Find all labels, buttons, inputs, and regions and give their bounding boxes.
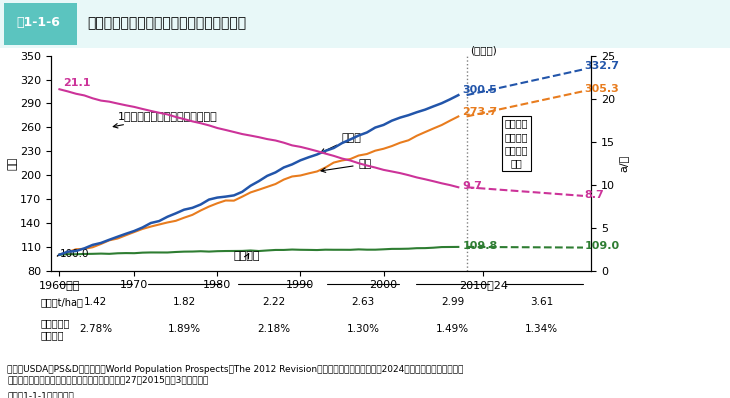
- Text: 天候が平
年並みに
推移した
場合: 天候が平 年並みに 推移した 場合: [504, 119, 529, 168]
- Text: 単収（t/ha）: 単収（t/ha）: [40, 297, 83, 307]
- Text: 穀物の収穫面積、生産量等の推移と見通し: 穀物の収穫面積、生産量等の推移と見通し: [88, 16, 247, 30]
- Text: 注：図1-1-1の注釈参照: 注：図1-1-1の注釈参照: [7, 391, 74, 398]
- Text: 305.3: 305.3: [585, 84, 619, 94]
- Text: 1.30%: 1.30%: [347, 324, 380, 334]
- Text: 1.49%: 1.49%: [436, 324, 469, 334]
- FancyBboxPatch shape: [4, 3, 77, 45]
- Text: 2.63: 2.63: [352, 297, 375, 307]
- Text: (予測値): (予測値): [470, 45, 496, 55]
- Text: 2.78%: 2.78%: [79, 324, 112, 334]
- Text: 3.61: 3.61: [530, 297, 553, 307]
- Text: 生産量: 生産量: [320, 133, 362, 153]
- Text: 100.0: 100.0: [59, 249, 89, 259]
- Text: 資料：USDA「PS&D」、国連「World Population Prospects：The 2012 Revision」、農林水産政策研究所「2024年にお: 資料：USDA「PS&D」、国連「World Population Prospe…: [7, 365, 464, 384]
- Y-axis label: 指数: 指数: [7, 156, 18, 170]
- Text: 9.7: 9.7: [463, 181, 483, 191]
- Text: 1人当たりの収穫面積（右目盛）: 1人当たりの収穫面積（右目盛）: [113, 111, 218, 128]
- Text: 21.1: 21.1: [64, 78, 91, 88]
- Text: 8.7: 8.7: [585, 189, 604, 199]
- Text: 109.8: 109.8: [463, 241, 498, 251]
- Text: 1.34%: 1.34%: [525, 324, 558, 334]
- Text: 1.82: 1.82: [173, 297, 196, 307]
- Text: 300.5: 300.5: [463, 85, 497, 95]
- FancyBboxPatch shape: [0, 0, 730, 48]
- Text: 単収: 単収: [321, 159, 372, 172]
- Text: 273.7: 273.7: [463, 107, 498, 117]
- Text: 図1-1-6: 図1-1-6: [17, 16, 61, 29]
- Text: 1.42: 1.42: [84, 297, 107, 307]
- Text: 332.7: 332.7: [585, 61, 620, 71]
- Text: 2.22: 2.22: [263, 297, 286, 307]
- Text: 2.18%: 2.18%: [258, 324, 291, 334]
- Text: 109.0: 109.0: [585, 241, 620, 251]
- Y-axis label: a/人: a/人: [618, 154, 628, 172]
- Text: 単収伸び率
（年率）: 単収伸び率 （年率）: [40, 318, 69, 340]
- Text: 2.99: 2.99: [441, 297, 464, 307]
- Text: 1.89%: 1.89%: [168, 324, 201, 334]
- Text: 収穫面積: 収穫面積: [234, 252, 261, 261]
